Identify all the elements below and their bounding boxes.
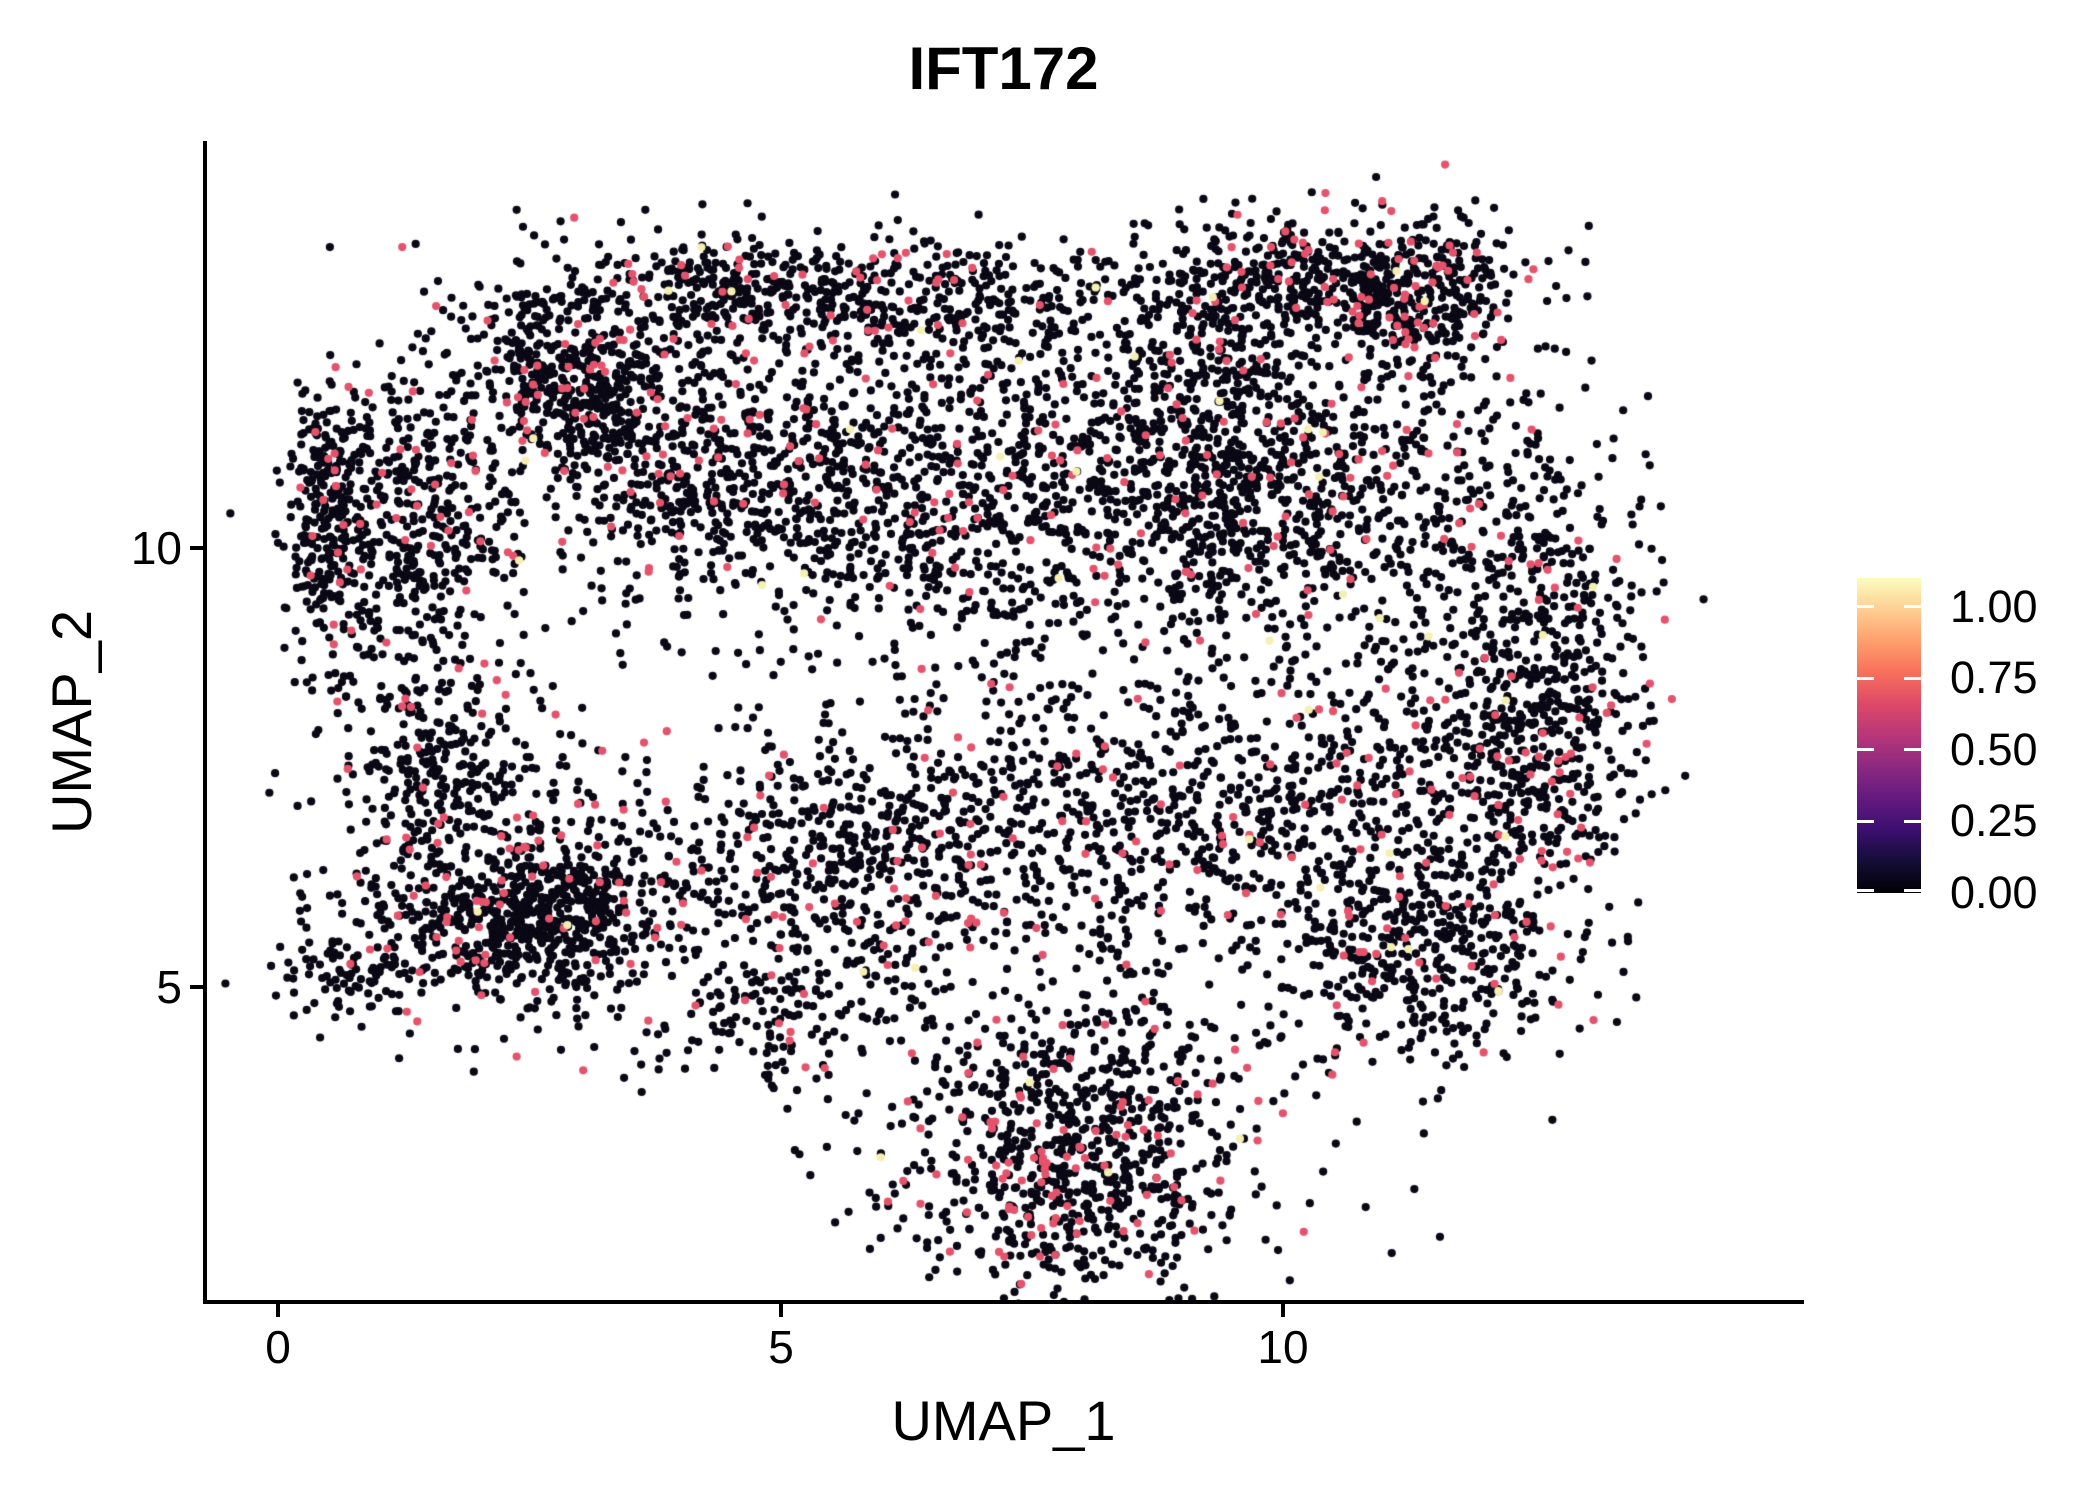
x-tick-mark-10 <box>1281 1304 1285 1317</box>
x-tick-label-0: 0 <box>265 1321 291 1373</box>
colorbar-tick-1.00-right <box>1904 605 1921 608</box>
colorbar-tick-0.00-left <box>1857 889 1874 892</box>
x-tick-mark-5 <box>779 1304 783 1317</box>
x-axis-line <box>203 1300 1804 1304</box>
y-axis-title: UMAP_2 <box>40 609 103 835</box>
x-tick-mark-0 <box>276 1304 280 1317</box>
plot-title: IFT172 <box>908 35 1099 102</box>
y-axis-line <box>203 141 207 1304</box>
colorbar-gradient <box>1857 578 1921 893</box>
colorbar-tick-0.25-left <box>1857 820 1874 823</box>
colorbar-tick-0.75-right <box>1904 677 1921 680</box>
y-tick-mark-10 <box>190 546 203 550</box>
colorbar-label-1.00: 1.00 <box>1950 581 2038 632</box>
x-tick-label-10: 10 <box>1257 1321 1309 1373</box>
x-axis-title: UMAP_1 <box>891 1389 1116 1452</box>
colorbar-label-0.25: 0.25 <box>1950 795 2038 846</box>
colorbar-tick-1.00-left <box>1857 605 1874 608</box>
colorbar-tick-0.25-right <box>1904 820 1921 823</box>
colorbar-tick-0.50-right <box>1904 748 1921 751</box>
colorbar-tick-0.50-left <box>1857 748 1874 751</box>
y-tick-mark-5 <box>190 985 203 989</box>
colorbar-label-0.00: 0.00 <box>1950 867 2038 918</box>
colorbar-label-0.50: 0.50 <box>1950 724 2038 775</box>
colorbar-tick-0.75-left <box>1857 677 1874 680</box>
x-tick-label-5: 5 <box>768 1321 794 1373</box>
scatter-points-canvas <box>205 143 1802 1302</box>
y-tick-label-5: 5 <box>156 961 182 1013</box>
colorbar-label-0.75: 0.75 <box>1950 652 2038 703</box>
colorbar-tick-0.00-right <box>1904 889 1921 892</box>
y-tick-label-10: 10 <box>130 522 182 574</box>
